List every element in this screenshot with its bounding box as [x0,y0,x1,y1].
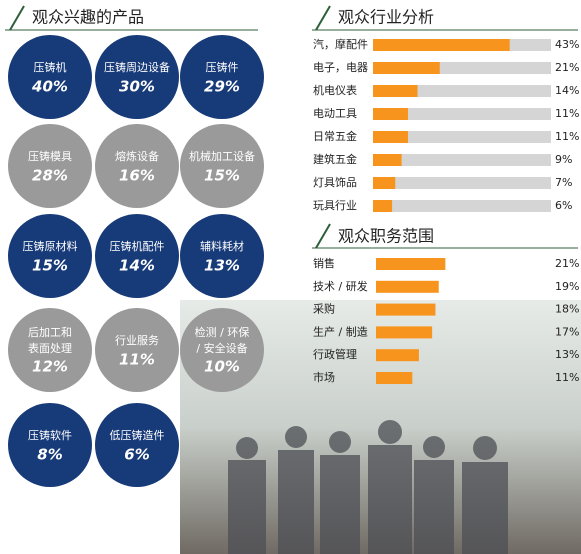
bar [373,62,440,74]
product-value: 15% [204,167,240,185]
product-value: 13% [204,257,240,275]
value-label: 9% [555,153,572,166]
bar-track [373,154,551,166]
product-value: 14% [119,257,155,275]
category-label: 电动工具 [313,107,357,120]
bar [376,326,433,339]
product-circle [8,403,92,487]
product-label: 低压铸造件 [110,428,165,442]
product-label: 压铸机 [34,60,67,74]
value-label: 43% [555,38,579,51]
category-label: 技术 / 研发 [313,279,368,293]
section-title: 观众行业分析 [338,8,434,27]
product-value: 28% [32,167,68,185]
bar [373,177,396,189]
value-label: 11% [555,371,579,384]
bar [373,154,402,166]
product-value: 10% [204,358,240,376]
product-label: 压铸软件 [28,428,72,442]
value-label: 11% [555,130,579,143]
right-heading-1: 观众行业分析 [312,5,578,31]
bar-track [373,177,551,189]
product-label: / 安全设备 [196,341,247,355]
category-label: 市场 [313,370,335,384]
product-value: 11% [119,351,155,369]
product-circle [95,124,179,208]
product-circle [8,308,92,392]
bar [376,303,436,316]
category-label: 机电仪表 [313,83,357,97]
section-title: 观众兴趣的产品 [32,8,144,27]
product-label: 压铸件 [206,60,239,74]
value-label: 7% [555,176,572,189]
product-value: 15% [32,257,68,275]
value-label: 11% [555,107,579,120]
category-label: 采购 [313,302,335,316]
bar [376,280,439,293]
bar [376,258,446,270]
category-label: 行政管理 [313,347,357,361]
bar [373,200,393,212]
category-label: 销售 [313,256,335,270]
product-circle [8,124,92,208]
bar [376,349,419,362]
value-label: 19% [555,280,579,293]
product-circle [95,214,179,298]
product-value: 29% [204,78,240,96]
bar [373,108,408,120]
category-label: 汽，摩配件 [313,37,368,51]
bar-track [373,200,551,212]
bar [373,39,510,51]
product-value: 6% [124,446,149,464]
product-label: 压铸机配件 [110,239,165,253]
bar-track [373,108,551,120]
product-circle [180,308,264,392]
section-title: 观众职务范围 [338,227,434,246]
left-heading: 观众兴趣的产品 [5,5,258,31]
value-label: 18% [555,303,579,316]
product-label: 机械加工设备 [189,149,255,163]
product-label: 熔炼设备 [115,149,159,163]
value-label: 6% [555,199,572,212]
product-label: 辅料耗材 [200,239,244,253]
product-label: 压铸模具 [28,149,72,163]
value-label: 21% [555,257,579,270]
product-label: 后加工和 [28,326,72,339]
product-value: 30% [119,78,155,96]
product-circle [180,214,264,298]
product-circle [95,403,179,487]
product-circle [180,35,264,119]
product-label: 表面处理 [28,341,72,355]
product-circle [180,124,264,208]
product-circle [95,35,179,119]
product-value: 12% [32,358,68,376]
product-value: 16% [119,167,155,185]
value-label: 13% [555,348,579,361]
value-label: 21% [555,61,579,74]
bar [376,372,413,384]
product-label: 行业服务 [115,334,159,347]
category-label: 建筑五金 [313,152,357,166]
value-label: 14% [555,84,579,97]
bar-track [373,131,551,143]
photo-people [228,420,508,554]
product-circle [8,214,92,298]
product-value: 8% [37,446,62,464]
product-label: 压铸原材料 [23,239,78,253]
product-label: 压铸周边设备 [104,60,170,74]
right-heading-2: 观众职务范围 [312,223,578,249]
category-label: 日常五金 [313,129,357,143]
product-circle [95,308,179,392]
category-label: 灯具饰品 [313,175,357,189]
product-value: 40% [31,78,68,96]
category-label: 电子，电器 [313,61,368,74]
product-label: 检测 / 环保 [195,325,250,339]
bar [373,131,408,143]
category-label: 生产 / 制造 [313,324,368,338]
product-circle [8,35,92,119]
category-label: 玩具行业 [313,199,357,212]
bar [373,85,418,97]
value-label: 17% [555,325,579,338]
